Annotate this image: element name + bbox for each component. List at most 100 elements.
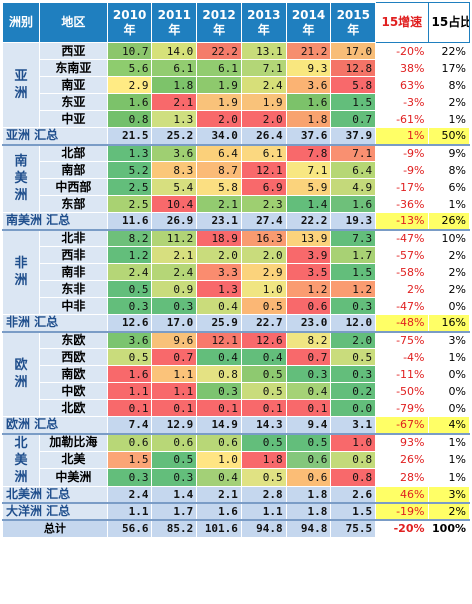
value-cell: 7.8 bbox=[285, 144, 332, 162]
total-value: 94.8 bbox=[285, 519, 332, 538]
value-cell: 0.6 bbox=[285, 297, 332, 315]
share-cell: 3% bbox=[427, 331, 470, 349]
subtotal-value: 19.3 bbox=[330, 212, 377, 231]
value-cell: 0.5 bbox=[151, 450, 198, 469]
value-cell: 8.3 bbox=[151, 161, 198, 179]
value-cell: 1.1 bbox=[106, 382, 153, 400]
value-cell: 0.1 bbox=[240, 399, 287, 417]
subtotal-value: 1.1 bbox=[106, 502, 153, 521]
table-row: 中欧 1.1 1.1 0.3 0.5 0.4 0.2 -50% 0% bbox=[3, 382, 470, 400]
value-cell: 0.6 bbox=[285, 468, 332, 487]
value-cell: 12.6 bbox=[240, 331, 287, 349]
value-cell: 1.0 bbox=[330, 433, 377, 452]
value-cell: 0.7 bbox=[151, 348, 198, 366]
share-cell: 2% bbox=[427, 246, 470, 264]
value-cell: 12.1 bbox=[196, 331, 242, 349]
share-cell: 2% bbox=[427, 93, 470, 111]
table-row: 亚 洲西亚 10.7 14.0 22.2 13.1 21.2 17.0 -20% 22% bbox=[1, 42, 470, 128]
value-cell: 5.8 bbox=[196, 178, 242, 196]
value-cell: 1.6 bbox=[330, 195, 377, 213]
value-cell: 0.5 bbox=[240, 297, 287, 315]
subtotal-value: 26.9 bbox=[151, 212, 198, 231]
growth-cell: -50% bbox=[375, 382, 429, 400]
subtotal-row: 南美洲 汇总 11.6 26.9 23.1 27.4 22.2 19.3 -13% 26% bbox=[2, 212, 470, 231]
value-cell: 1.4 bbox=[285, 195, 332, 213]
growth-cell: -9% bbox=[375, 161, 429, 179]
subtotal-label: 北美洲 汇总 bbox=[2, 485, 108, 504]
subtotal-value: 9.4 bbox=[285, 416, 332, 435]
value-cell: 5.2 bbox=[106, 161, 153, 179]
growth-cell: 63% bbox=[375, 76, 429, 94]
value-cell: 0.5 bbox=[240, 433, 287, 452]
share-cell: 22% bbox=[427, 42, 470, 60]
region-label: 南非 bbox=[39, 263, 108, 281]
value-cell: 3.6 bbox=[106, 331, 153, 349]
subtotal-value: 22.7 bbox=[240, 314, 287, 333]
subtotal-value: 7.4 bbox=[106, 416, 153, 435]
subtotal-share: 26% bbox=[427, 212, 470, 231]
region-label: 南亚 bbox=[39, 76, 108, 94]
value-cell: 0.5 bbox=[240, 365, 287, 383]
subtotal-value: 1.4 bbox=[151, 485, 198, 504]
value-cell: 1.9 bbox=[240, 93, 287, 111]
value-cell: 0.1 bbox=[285, 399, 332, 417]
subtotal-value: 12.6 bbox=[106, 314, 153, 333]
share-cell: 2% bbox=[427, 280, 470, 298]
growth-cell: -20% bbox=[375, 42, 429, 60]
header-growth: 15增速 bbox=[375, 2, 429, 43]
value-cell: 2.0 bbox=[240, 246, 287, 264]
continent-label: 北 美 洲 bbox=[1, 433, 41, 487]
value-cell: 2.9 bbox=[106, 76, 153, 94]
value-cell: 0.5 bbox=[106, 348, 153, 366]
growth-cell: 38% bbox=[375, 59, 429, 77]
value-cell: 2.0 bbox=[196, 246, 242, 264]
table-row: 中西部 2.5 5.4 5.8 6.9 5.9 4.9 -17% 6% bbox=[3, 178, 470, 196]
subtotal-value: 1.5 bbox=[330, 502, 377, 521]
value-cell: 6.9 bbox=[240, 178, 287, 196]
growth-cell: -47% bbox=[375, 229, 429, 247]
region-label: 中亚 bbox=[39, 110, 108, 128]
value-cell: 1.2 bbox=[330, 280, 377, 298]
subtotal-value: 12.9 bbox=[151, 416, 198, 435]
value-cell: 3.5 bbox=[285, 263, 332, 281]
header-year-2014: 2014 年 bbox=[285, 2, 332, 43]
value-cell: 0.1 bbox=[151, 399, 198, 417]
value-cell: 2.5 bbox=[106, 195, 153, 213]
value-cell: 1.6 bbox=[106, 93, 153, 111]
region-label: 西非 bbox=[39, 246, 108, 264]
value-cell: 0.2 bbox=[330, 382, 377, 400]
value-cell: 0.8 bbox=[330, 468, 377, 487]
continent-label: 亚 洲 bbox=[1, 42, 41, 128]
total-value: 94.8 bbox=[240, 519, 287, 538]
total-value: 85.2 bbox=[151, 519, 198, 538]
share-cell: 1% bbox=[427, 450, 470, 469]
region-label: 南部 bbox=[39, 161, 108, 179]
subtotal-value: 2.1 bbox=[196, 485, 242, 504]
table-row: 北欧 0.1 0.1 0.1 0.1 0.1 0.0 -79% 0% bbox=[3, 399, 470, 417]
subtotal-growth: -67% bbox=[375, 416, 429, 435]
value-cell: 13.9 bbox=[285, 229, 332, 247]
value-cell: 12.1 bbox=[240, 161, 287, 179]
table-row: 南 美 洲北部 1.3 3.6 6.4 6.1 7.8 7.1 -9% 9% bbox=[1, 144, 470, 213]
growth-cell: -36% bbox=[375, 195, 429, 213]
header-year-2011: 2011 年 bbox=[151, 2, 198, 43]
value-cell: 0.9 bbox=[151, 280, 198, 298]
subtotal-value: 2.8 bbox=[240, 485, 287, 504]
value-cell: 0.3 bbox=[285, 365, 332, 383]
value-cell: 2.1 bbox=[151, 246, 198, 264]
subtotal-value: 34.0 bbox=[196, 127, 242, 146]
value-cell: 2.0 bbox=[240, 110, 287, 128]
value-cell: 0.4 bbox=[196, 468, 242, 487]
share-cell: 0% bbox=[427, 365, 470, 383]
value-cell: 10.4 bbox=[151, 195, 198, 213]
total-value: 56.6 bbox=[106, 519, 153, 538]
value-cell: 0.5 bbox=[330, 348, 377, 366]
value-cell: 1.3 bbox=[106, 144, 153, 162]
table-row: 东部 2.5 10.4 2.1 2.3 1.4 1.6 -36% 1% bbox=[3, 195, 470, 213]
value-cell: 1.0 bbox=[240, 280, 287, 298]
value-cell: 1.1 bbox=[151, 382, 198, 400]
subtotal-growth: 46% bbox=[375, 485, 429, 504]
header-continent: 洲别 bbox=[1, 2, 41, 43]
value-cell: 14.0 bbox=[151, 42, 198, 60]
table-row: 南亚 2.9 1.8 1.9 2.4 3.6 5.8 63% 8% bbox=[3, 76, 470, 94]
